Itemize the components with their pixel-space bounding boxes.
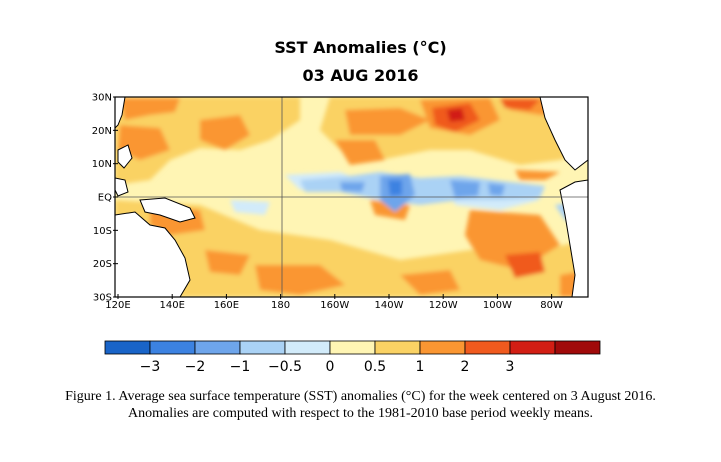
colorbar-label: 2	[461, 359, 470, 375]
lat-label: EQ	[98, 193, 112, 204]
anomaly-patch	[205, 250, 250, 275]
land-new-guinea	[139, 197, 196, 223]
map-date: 03 AUG 2016	[302, 66, 419, 85]
lon-label: 180	[271, 300, 290, 311]
anomaly-patch	[345, 108, 430, 135]
lon-label: 160W	[320, 300, 349, 311]
lat-label: 10N	[92, 159, 112, 170]
colorbar-label: −0.5	[268, 359, 302, 375]
colorbar-swatch	[149, 340, 196, 355]
colorbar-labels: −3 −2 −1 −0.5 0 0.5 1 2 3	[140, 359, 515, 375]
land-south-america	[559, 179, 588, 297]
lon-label: 120E	[105, 300, 130, 311]
land-australia	[115, 211, 191, 297]
lon-label: 100W	[483, 300, 512, 311]
colorbar-swatch	[239, 340, 286, 355]
lon-label: 140E	[159, 300, 184, 311]
lon-label: 80W	[540, 300, 563, 311]
colorbar	[104, 340, 601, 355]
anomaly-field	[115, 97, 588, 297]
colorbar-swatch	[104, 340, 151, 355]
colorbar-swatch	[284, 340, 331, 355]
colorbar-swatch	[509, 340, 556, 355]
anomaly-patch	[340, 182, 365, 192]
map-title: SST Anomalies (°C)	[274, 38, 447, 57]
anomaly-patch	[230, 200, 270, 215]
lat-label: 30S	[93, 293, 112, 304]
latitude-labels: 30N 20N 10N EQ 10S 20S 30S	[92, 93, 118, 304]
lat-label: 30N	[92, 93, 112, 104]
anomaly-patch	[388, 180, 402, 196]
anomaly-patch	[515, 170, 560, 180]
colorbar-swatch	[554, 340, 601, 355]
colorbar-swatch	[194, 340, 241, 355]
lat-label: 20S	[93, 259, 112, 270]
anomaly-patch	[255, 265, 345, 295]
anomaly-patch	[400, 270, 460, 295]
colorbar-label: −2	[185, 359, 206, 375]
anomaly-patch	[447, 108, 465, 122]
colorbar-swatch	[464, 340, 511, 355]
map-grid	[115, 97, 588, 297]
anomaly-patch	[335, 140, 385, 165]
anomaly-patch	[488, 183, 505, 196]
figure-caption-line-2: Anomalies are computed with respect to t…	[128, 406, 593, 421]
figure-caption-line-1: Figure 1. Average sea surface temperatur…	[65, 389, 656, 404]
lon-label: 140W	[375, 300, 404, 311]
lat-label: 10S	[93, 226, 112, 237]
colorbar-swatch	[329, 340, 376, 355]
longitude-labels: 120E 140E 160E 180 160W 140W 120W 100W 80W	[105, 294, 563, 311]
colorbar-label: 0.5	[364, 359, 386, 375]
colorbar-swatch	[419, 340, 466, 355]
lon-label: 120W	[429, 300, 458, 311]
land-north-america	[539, 97, 588, 171]
land-asia	[115, 97, 126, 129]
anomaly-patch	[200, 115, 250, 150]
colorbar-label: −3	[140, 359, 161, 375]
lat-label: 20N	[92, 126, 112, 137]
anomaly-patch	[118, 125, 170, 160]
land-borneo	[115, 177, 129, 197]
colorbar-label: 1	[416, 359, 425, 375]
land-philippines	[117, 144, 133, 169]
colorbar-label: −1	[230, 359, 251, 375]
lon-label: 160E	[214, 300, 239, 311]
anomaly-patch	[450, 180, 480, 198]
anomaly-patch	[500, 99, 540, 110]
colorbar-label: 3	[506, 359, 515, 375]
anomaly-patch	[505, 252, 545, 278]
land-masses	[115, 97, 588, 297]
colorbar-label: 0	[326, 359, 335, 375]
anomaly-patch	[120, 98, 180, 120]
colorbar-swatch	[374, 340, 421, 355]
